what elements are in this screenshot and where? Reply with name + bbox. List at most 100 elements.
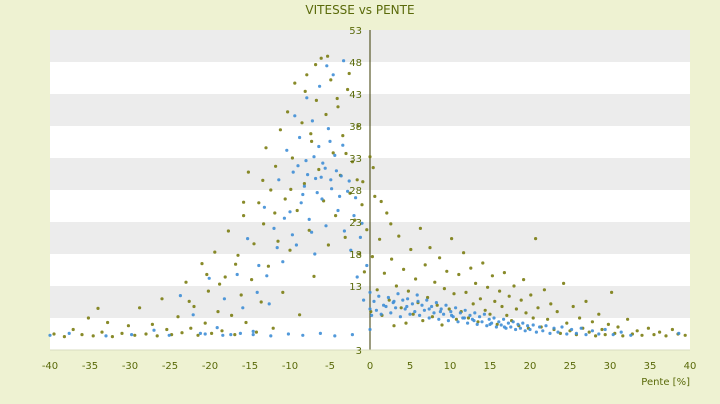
data-point-olive — [276, 239, 280, 243]
data-point-olive — [205, 272, 209, 277]
data-point-blue — [418, 313, 422, 317]
data-point-olive — [236, 253, 240, 257]
data-point-olive — [478, 297, 482, 301]
data-point-olive — [531, 316, 535, 320]
data-point-blue — [281, 260, 285, 264]
data-point-blue — [574, 331, 579, 335]
data-point-blue — [442, 312, 446, 316]
data-point-blue — [294, 243, 298, 247]
data-point-blue — [410, 302, 414, 306]
data-point-olive — [549, 302, 553, 306]
data-point-blue — [130, 333, 134, 337]
data-point-olive — [250, 278, 254, 282]
data-point-olive — [220, 329, 224, 333]
data-point-olive — [192, 304, 196, 309]
data-point-blue — [304, 159, 308, 163]
data-point-blue — [317, 144, 321, 149]
data-point-olive — [387, 298, 391, 302]
data-point-blue — [67, 331, 71, 335]
data-point-blue — [446, 319, 450, 323]
data-point-blue — [333, 334, 337, 338]
data-point-blue — [207, 276, 211, 280]
data-point-olive — [226, 229, 230, 233]
data-point-olive — [160, 297, 164, 301]
data-point-olive — [426, 295, 430, 300]
data-point-blue — [511, 320, 515, 324]
data-point-blue — [494, 325, 498, 329]
data-points — [48, 54, 687, 339]
data-point-olive — [522, 278, 526, 282]
x-tick-label: -15 — [242, 361, 258, 372]
data-point-olive — [476, 320, 480, 324]
data-point-olive — [390, 257, 394, 261]
data-point-olive — [571, 304, 575, 309]
data-point-blue — [548, 331, 552, 335]
data-point-olive — [542, 288, 547, 292]
data-point-blue — [584, 333, 588, 337]
data-point-olive — [324, 112, 328, 117]
x-tick-label: -40 — [42, 361, 58, 372]
data-point-blue — [439, 307, 443, 311]
data-point-blue — [396, 292, 400, 296]
data-point-olive — [421, 319, 425, 323]
y-tick-label: 13 — [349, 282, 362, 293]
data-point-blue — [315, 191, 319, 195]
data-point-blue — [48, 333, 52, 337]
data-point-olive — [454, 317, 458, 321]
data-point-olive — [498, 289, 502, 293]
data-point-olive — [310, 139, 314, 143]
tick-labels: -40 -35 -30 -25 -20 -15 -10 -5 0 5 10 15 20 25 30 35 40 3… — [42, 26, 697, 372]
data-point-olive — [409, 247, 413, 252]
data-point-olive — [590, 320, 595, 324]
data-point-blue — [255, 290, 259, 294]
data-point-blue — [444, 303, 448, 307]
data-point-olive — [274, 164, 278, 168]
y-tick-label: 3 — [356, 346, 362, 357]
data-point-olive — [106, 320, 110, 325]
data-point-blue — [301, 192, 305, 197]
data-point-blue — [502, 325, 506, 329]
data-point-blue — [222, 297, 226, 301]
data-point-blue — [329, 178, 333, 182]
data-point-blue — [384, 304, 388, 309]
data-point-olive — [519, 298, 523, 302]
data-point-olive — [502, 271, 506, 275]
data-point-olive — [385, 211, 389, 215]
data-point-olive — [290, 156, 294, 160]
data-point-olive — [288, 248, 292, 252]
data-point-olive — [500, 304, 504, 309]
data-point-olive — [464, 290, 468, 294]
data-point-olive — [433, 280, 437, 284]
x-axis-label: Pente [%] — [641, 377, 690, 388]
data-point-blue — [267, 302, 271, 306]
data-point-olive — [144, 332, 148, 336]
data-point-olive — [71, 327, 75, 332]
data-point-olive — [379, 199, 383, 204]
data-point-blue — [437, 317, 441, 321]
x-tick-label: -25 — [162, 361, 178, 372]
data-point-olive — [347, 71, 351, 76]
data-point-blue — [430, 304, 434, 309]
data-point-olive — [278, 128, 282, 132]
data-point-olive — [80, 333, 84, 337]
data-point-blue — [328, 139, 332, 143]
data-point-olive — [411, 312, 415, 316]
data-point-blue — [462, 316, 466, 320]
x-tick-label: -10 — [282, 361, 298, 372]
data-point-blue — [386, 295, 390, 300]
data-point-olive — [471, 302, 475, 306]
data-point-blue — [528, 327, 532, 332]
data-point-olive — [546, 317, 550, 321]
data-point-blue — [518, 326, 523, 330]
data-point-blue — [420, 303, 424, 307]
data-point-blue — [215, 326, 219, 330]
data-point-blue — [269, 334, 273, 338]
data-point-olive — [206, 289, 210, 293]
data-point-olive — [505, 313, 509, 317]
data-point-blue — [293, 114, 297, 118]
data-point-blue — [285, 148, 289, 152]
data-point-blue — [313, 252, 317, 256]
data-point-blue — [487, 317, 491, 321]
data-point-blue — [324, 224, 328, 228]
